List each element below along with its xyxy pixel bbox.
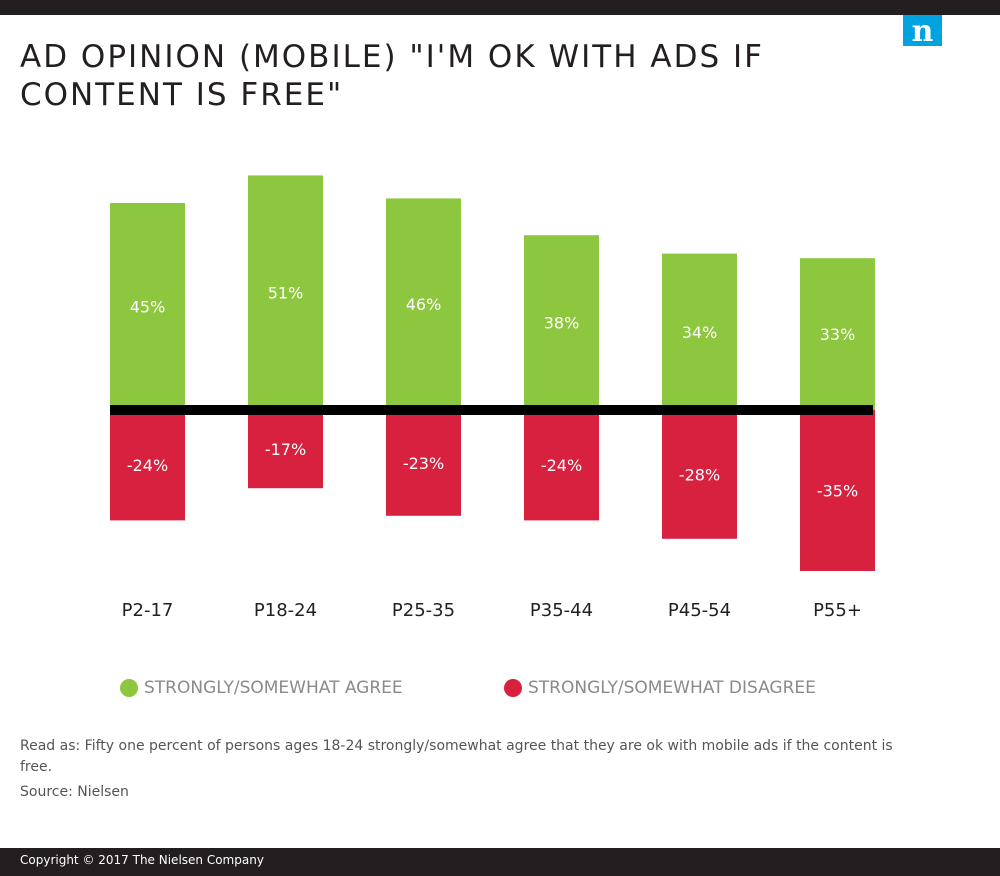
legend-swatch-disagree — [504, 679, 522, 697]
nielsen-n-icon: n — [911, 14, 934, 49]
bar-disagree — [662, 410, 737, 539]
legend-swatch-agree — [120, 679, 138, 697]
legend-item-disagree: STRONGLY/SOMEWHAT DISAGREE — [504, 676, 816, 700]
data-label-agree: 33% — [820, 325, 856, 344]
data-label-disagree: -23% — [403, 454, 444, 473]
footer-band: Copyright © 2017 The Nielsen Company — [0, 848, 1000, 876]
source-note: Source: Nielsen — [20, 784, 129, 800]
bar-agree — [110, 203, 185, 410]
bar-agree — [248, 175, 323, 410]
category-tick-label: P25-35 — [392, 600, 455, 621]
bar-agree — [386, 198, 461, 410]
data-label-disagree: -17% — [265, 440, 306, 459]
nielsen-logo: n — [903, 14, 942, 49]
data-label-disagree: -24% — [127, 456, 168, 475]
category-tick-label: P55+ — [813, 600, 862, 621]
top-band — [0, 0, 1000, 15]
bar-agree — [662, 253, 737, 410]
data-label-agree: 38% — [544, 314, 580, 333]
bar-agree — [800, 258, 875, 410]
category-tick-label: P35-44 — [530, 600, 593, 621]
category-tick-label: P45-54 — [668, 600, 731, 621]
data-label-agree: 34% — [682, 323, 718, 342]
bar-disagree — [248, 410, 323, 489]
data-label-disagree: -28% — [679, 465, 720, 484]
data-label-agree: 45% — [130, 298, 166, 317]
bar-disagree — [386, 410, 461, 516]
bar-disagree — [524, 410, 599, 521]
copyright-text: Copyright © 2017 The Nielsen Company — [20, 853, 264, 867]
category-tick-label: P2-17 — [122, 600, 174, 621]
bar-disagree — [110, 410, 185, 521]
bar-chart: 45% -24% P2-17 51% -17% P18-24 46% -23% P25-35 38… — [110, 175, 875, 621]
bar-disagree — [800, 410, 875, 571]
legend-label-agree: STRONGLY/SOMEWHAT AGREE — [144, 678, 403, 698]
bar-agree — [524, 235, 599, 410]
data-label-agree: 46% — [406, 295, 442, 314]
category-tick-label: P18-24 — [254, 600, 317, 621]
data-label-agree: 51% — [268, 284, 304, 303]
chart-title: AD OPINION (MOBILE) "I'M OK WITH ADS IF … — [20, 39, 764, 113]
data-label-disagree: -24% — [541, 456, 582, 475]
read-as-note: Read as: Fifty one percent of persons ag… — [20, 738, 893, 775]
data-label-disagree: -35% — [817, 482, 858, 501]
legend-item-agree: STRONGLY/SOMEWHAT AGREE — [120, 676, 403, 700]
legend-label-disagree: STRONGLY/SOMEWHAT DISAGREE — [528, 678, 816, 698]
zero-axis-line — [110, 405, 873, 415]
